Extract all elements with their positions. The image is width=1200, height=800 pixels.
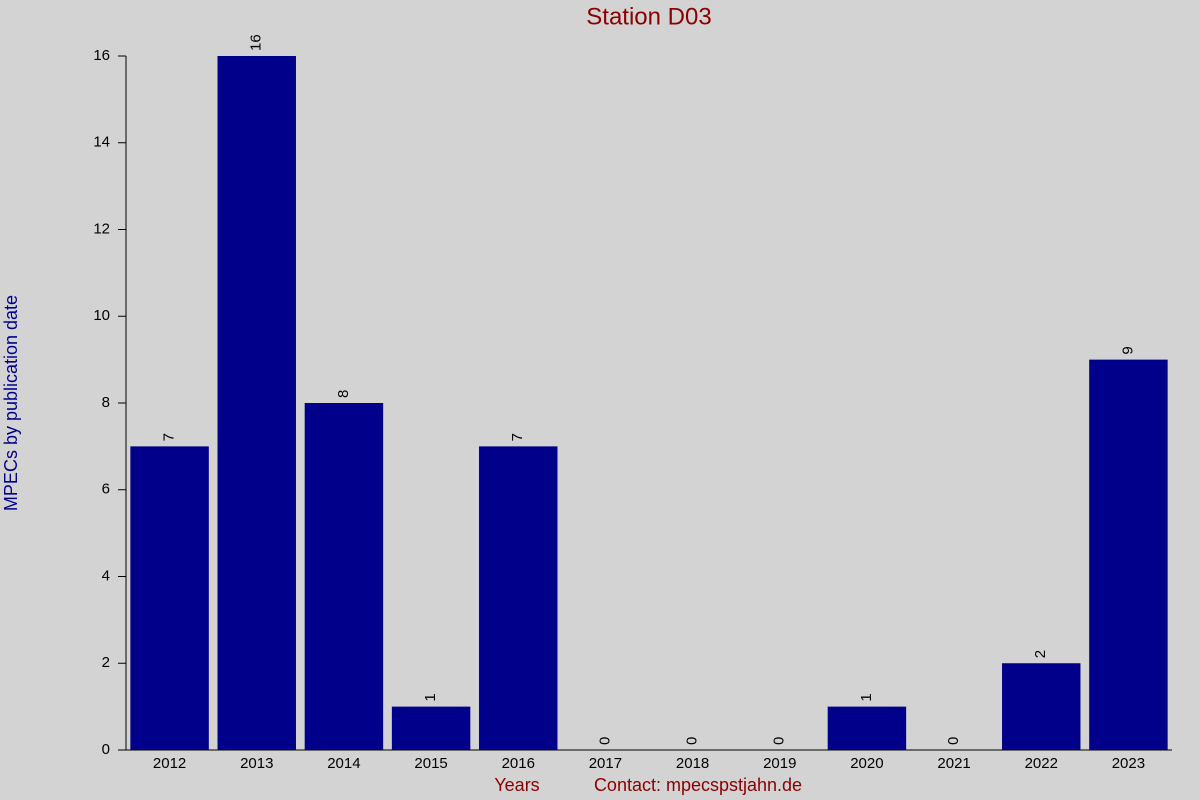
x-tick-label: 2016 [502,755,535,772]
x-tick-label: 2015 [414,755,447,772]
x-tick-label: 2012 [153,755,186,772]
value-label: 0 [684,737,701,745]
x-tick-label: 2017 [589,755,622,772]
x-tick-label: 2013 [240,755,273,772]
bar [479,446,558,750]
bar [304,403,384,750]
value-label: 2 [1032,650,1049,658]
contact: Contact: mpecspstjahn.de [594,775,802,795]
x-tick-label: 2023 [1112,755,1145,772]
bar [1002,663,1081,750]
value-label: 0 [596,737,613,745]
bar [1089,359,1168,750]
chart-title: Station D03 [586,3,711,30]
y-axis-label: MPECs by publication date [1,295,21,511]
value-label: 0 [771,737,788,745]
x-tick-label: 2020 [850,755,883,772]
y-tick-label: 14 [93,134,110,151]
x-tick-label: 2018 [676,755,709,772]
y-tick-label: 6 [102,481,110,498]
y-tick-label: 4 [102,567,110,584]
x-tick-label: 2019 [763,755,796,772]
y-tick-label: 10 [93,307,110,324]
value-label: 8 [335,390,352,398]
bar [827,706,907,750]
value-label: 7 [161,433,178,441]
value-label: 16 [248,34,265,51]
y-tick-label: 12 [93,220,110,237]
y-tick-label: 16 [93,47,110,64]
bar [391,706,471,750]
x-tick-label: 2021 [937,755,970,772]
y-tick-label: 2 [102,654,110,671]
value-label: 7 [509,433,526,441]
value-label: 9 [1119,346,1136,354]
value-label: 0 [945,737,962,745]
x-axis-label: Years [494,775,539,795]
y-tick-label: 0 [102,741,110,758]
bar [130,446,209,750]
x-tick-label: 2014 [327,755,360,772]
value-label: 1 [422,693,439,701]
y-tick-label: 8 [102,394,110,411]
x-tick-label: 2022 [1025,755,1058,772]
bar [217,56,296,750]
value-label: 1 [858,693,875,701]
